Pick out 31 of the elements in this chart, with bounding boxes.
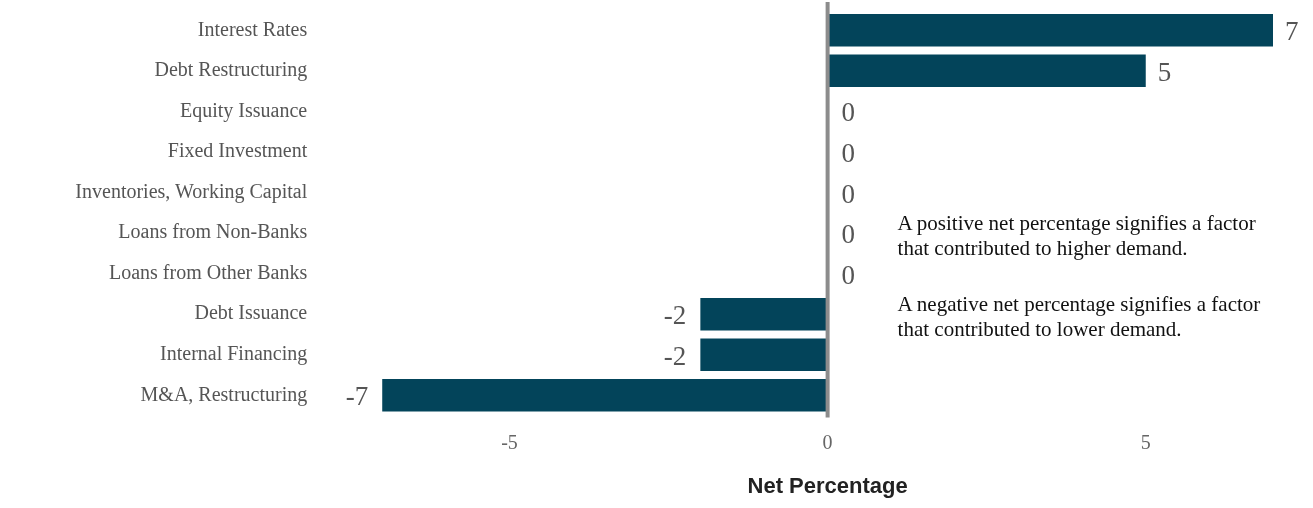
y-tick-label: Loans from Non-Banks <box>118 220 308 243</box>
data-label: -2 <box>663 300 687 331</box>
x-tick-label: 0 <box>822 430 833 453</box>
bar <box>700 297 828 331</box>
bar <box>827 54 1146 88</box>
y-tick-label: Loans from Other Banks <box>108 260 308 283</box>
y-tick-label: Inventories, Working Capital <box>75 179 308 203</box>
data-label: 0 <box>841 138 856 169</box>
data-label: -7 <box>345 381 369 412</box>
bar <box>382 379 828 412</box>
y-tick-label: Debt Issuance <box>194 301 308 324</box>
y-tick-label: Equity Issuance <box>180 98 308 122</box>
data-label: 0 <box>841 97 856 128</box>
data-label: 0 <box>841 219 856 250</box>
annotation: A negative net percentage signifies a factor that contributed to lower demand. <box>897 292 1262 343</box>
data-label: 0 <box>841 178 856 209</box>
data-label: -2 <box>663 340 687 371</box>
x-axis-title: Net Percentage <box>747 472 908 498</box>
bar <box>700 338 828 371</box>
x-tick-label: 5 <box>1140 430 1151 453</box>
y-tick-label: Interest Rates <box>197 17 308 40</box>
data-label: 0 <box>841 259 856 290</box>
data-label: 7 <box>1285 16 1299 47</box>
y-tick-label: M&A, Restructuring <box>140 382 308 406</box>
annotation: A positive net percentage signifies a factor that contributed to higher demand. <box>897 211 1257 262</box>
bar <box>827 14 1273 47</box>
x-tick-label: -5 <box>501 430 518 453</box>
y-tick-label: Fixed Investment <box>167 139 308 162</box>
y-tick-label: Debt Restructuring <box>154 58 308 82</box>
y-tick-label: Internal Financing <box>160 342 308 366</box>
data-label: 5 <box>1157 56 1172 87</box>
